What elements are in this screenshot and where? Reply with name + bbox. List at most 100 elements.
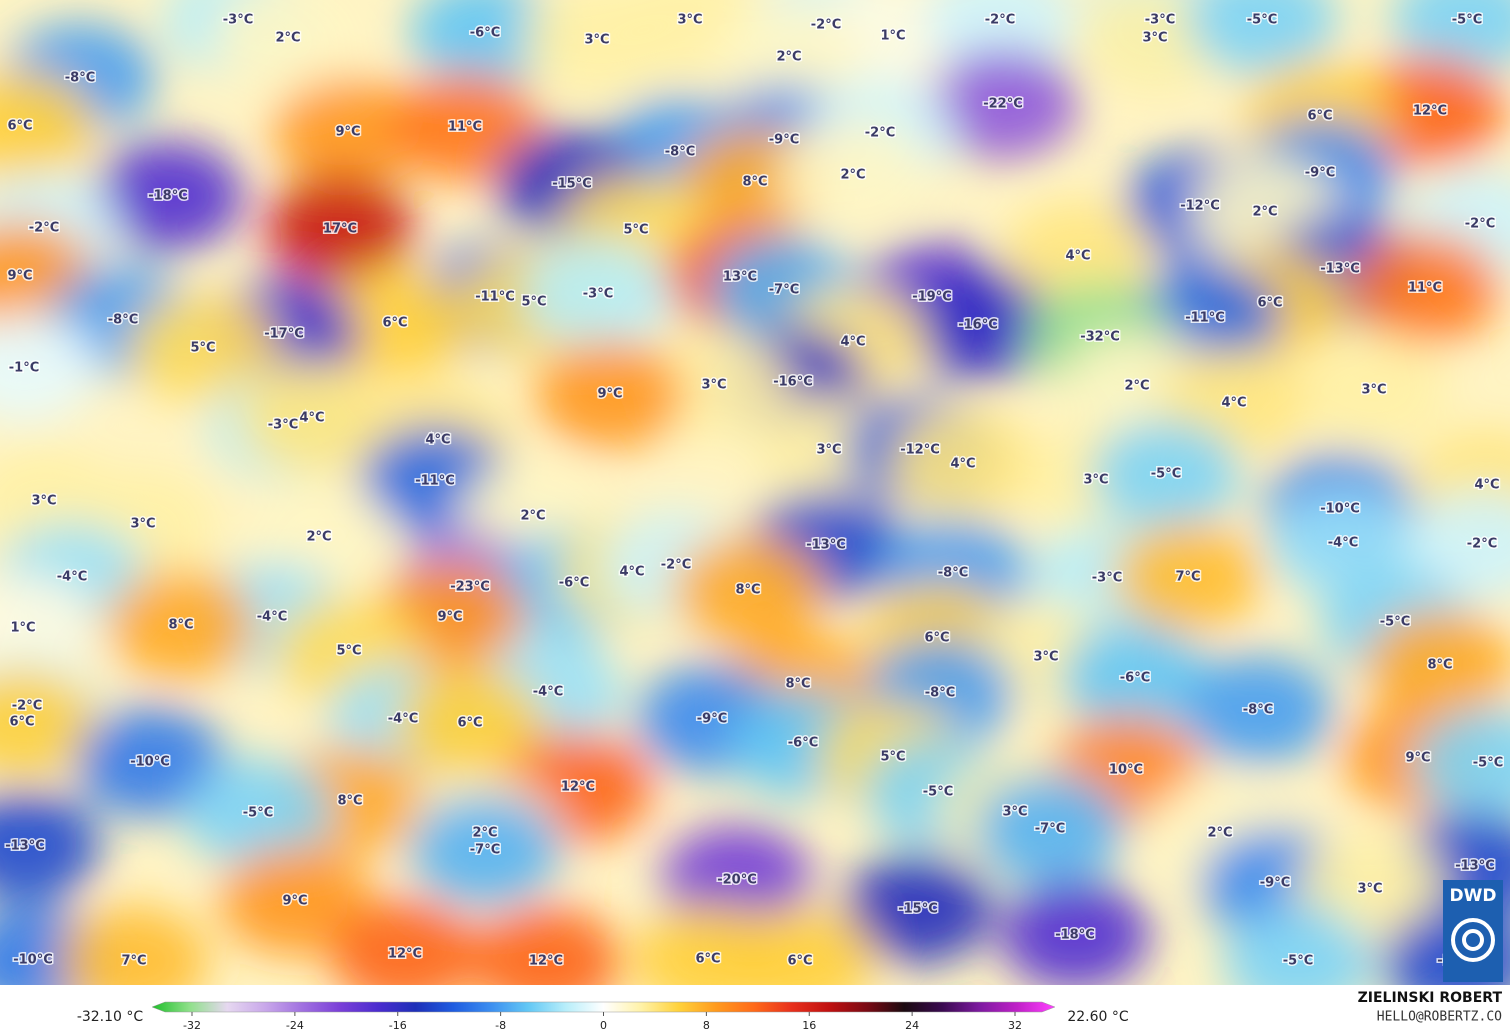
temperature-label: 8°C [785, 677, 810, 692]
temperature-label: 3°C [1002, 805, 1027, 820]
temperature-label: -2°C [985, 13, 1015, 28]
temperature-label: -5°C [243, 806, 273, 821]
temperature-label: 6°C [1257, 296, 1282, 311]
temperature-label: 12°C [529, 954, 563, 969]
anomaly-area [390, 72, 540, 182]
anomaly-area [888, 409, 1038, 519]
anomaly-area [714, 2, 864, 112]
temperature-label: -3°C [1145, 13, 1175, 28]
temperature-label: 2°C [275, 31, 300, 46]
temperature-label: 4°C [1065, 249, 1090, 264]
temperature-label: 4°C [299, 411, 324, 426]
anomaly-area [903, 270, 1053, 380]
temperature-label: 9°C [7, 269, 32, 284]
temperature-label: -16°C [773, 375, 813, 390]
logo-spiral-inner [1462, 929, 1484, 951]
temperature-label: 9°C [597, 387, 622, 402]
temperature-label: -18°C [148, 189, 188, 204]
anomaly-area [1113, 522, 1263, 632]
anomaly-area [1350, 233, 1500, 343]
temperature-label: 3°C [677, 13, 702, 28]
anomaly-area [673, 535, 823, 645]
anomaly-area [1413, 708, 1510, 818]
temperature-label: -5°C [1452, 13, 1482, 28]
anomaly-area [1392, 0, 1510, 75]
temperature-label: -8°C [665, 145, 695, 160]
temperature-label: -2°C [1465, 217, 1495, 232]
temperature-label: 1°C [10, 621, 35, 636]
colorbar-tick-label: 24 [905, 1019, 919, 1032]
temperature-label: 2°C [1124, 379, 1149, 394]
anomaly-area [128, 293, 278, 403]
anomaly-area [1407, 489, 1510, 599]
temperature-label: -3°C [583, 287, 613, 302]
map-labels: -3°C 2°C -6°C 3°C 3°C -2°C 1°C -2°C -3°C 3°C -5°C -… [4, 11, 1505, 970]
colorbar-tick-label: 16 [802, 1019, 816, 1032]
temperature-label: -13°C [1455, 859, 1495, 874]
temperature-label: 2°C [776, 50, 801, 65]
temperature-label: -22°C [983, 97, 1023, 112]
temperature-label: -15°C [898, 902, 938, 917]
temperature-label: -15°C [552, 177, 592, 192]
anomaly-area [0, 71, 95, 181]
credit-contact: HELLO@ROBERTZ.CO [1377, 1010, 1502, 1025]
temperature-label: -4°C [388, 712, 418, 727]
temperature-label: -5°C [1473, 756, 1503, 771]
temperature-label: -3°C [223, 13, 253, 28]
temperature-label: -7°C [470, 843, 500, 858]
temperature-label: 2°C [1207, 826, 1232, 841]
anomaly-area [106, 570, 256, 680]
anomaly-area [220, 846, 370, 956]
anomaly-area [273, 77, 423, 187]
temperature-label: -23°C [450, 580, 490, 595]
temperature-label: -13°C [5, 839, 45, 854]
logo-spiral [1451, 918, 1495, 962]
temperature-label: -2°C [1467, 537, 1497, 552]
anomaly-area [523, 239, 673, 349]
temperature-label: -11°C [415, 474, 455, 489]
temperature-label: 4°C [425, 433, 450, 448]
temperature-label: 6°C [7, 119, 32, 134]
temperature-label: -5°C [923, 785, 953, 800]
temperature-label: 3°C [816, 443, 841, 458]
colorbar-tick-label: -24 [286, 1019, 304, 1032]
temperature-label: -6°C [788, 736, 818, 751]
temperature-label: -12°C [900, 443, 940, 458]
temperature-label: 3°C [701, 378, 726, 393]
temperature-label: 4°C [1221, 396, 1246, 411]
temperature-label: 4°C [950, 457, 975, 472]
temperature-label: -16°C [958, 318, 998, 333]
anomaly-area [1183, 655, 1333, 765]
temperature-label: -1°C [9, 361, 39, 376]
temperature-label: 9°C [1405, 751, 1430, 766]
temperature-label: 3°C [1357, 882, 1382, 897]
logo-text: DWD [1450, 886, 1497, 906]
temperature-label: -10°C [130, 755, 170, 770]
temperature-label: 2°C [840, 168, 865, 183]
temperature-label: 12°C [561, 780, 595, 795]
temperature-label: 3°C [130, 517, 155, 532]
temperature-label: -8°C [65, 71, 95, 86]
colorbar-tick-label: -32 [183, 1019, 201, 1032]
anomaly-area [535, 339, 685, 449]
temperature-label: 4°C [619, 565, 644, 580]
temperature-label: -8°C [925, 686, 955, 701]
temperature-label: 2°C [1252, 205, 1277, 220]
anomaly-area [265, 174, 415, 284]
anomaly-area [1187, 0, 1337, 75]
anomaly-area [320, 268, 470, 378]
temperature-label: 6°C [9, 715, 34, 730]
temperature-label: 3°C [1083, 473, 1108, 488]
temperature-label: 5°C [623, 223, 648, 238]
temperature-label: 3°C [584, 33, 609, 48]
temperature-label: 12°C [1413, 104, 1447, 119]
temperature-label: 8°C [337, 794, 362, 809]
temperature-label: 10°C [1109, 763, 1143, 778]
anomaly-area [928, 49, 1078, 159]
temperature-label: 8°C [735, 583, 760, 598]
temperature-label: -10°C [1320, 502, 1360, 517]
temperature-label: -20°C [717, 873, 757, 888]
temperature-label: -7°C [769, 283, 799, 298]
temperature-label: 3°C [1142, 31, 1167, 46]
anomaly-area [213, 0, 363, 93]
